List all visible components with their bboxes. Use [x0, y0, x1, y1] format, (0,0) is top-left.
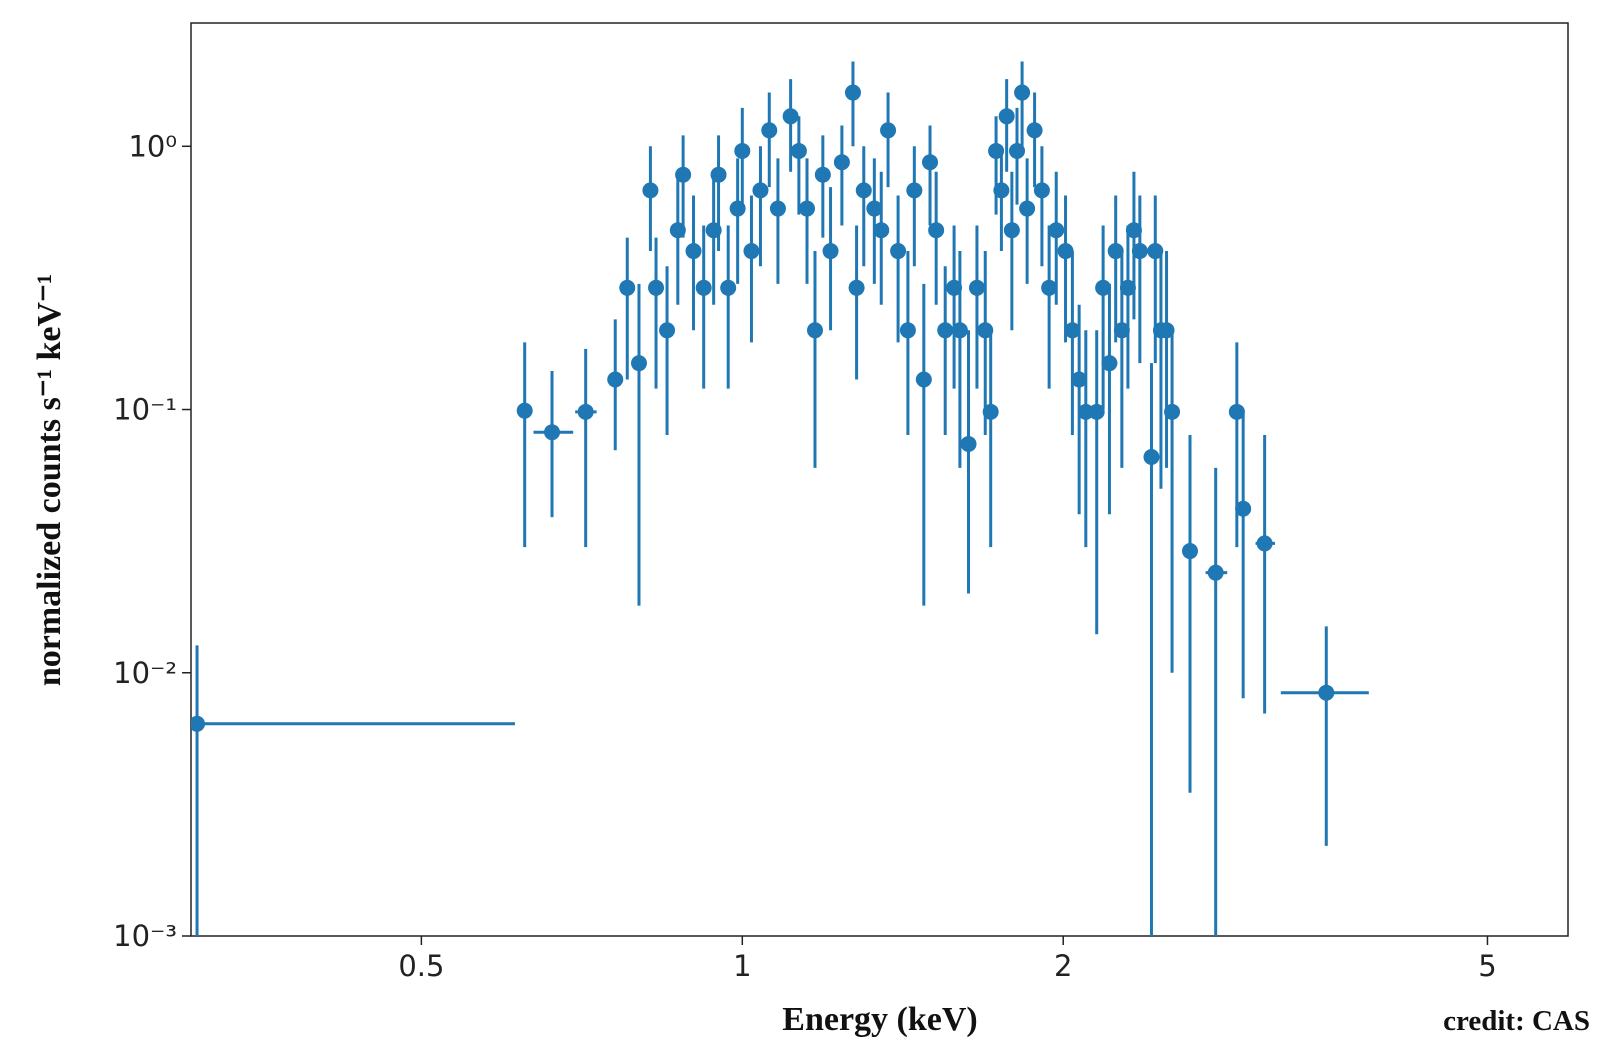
- y-tick-label: 10⁻¹: [113, 393, 177, 427]
- data-point: [1256, 535, 1273, 552]
- data-point: [630, 355, 647, 372]
- data-point: [799, 200, 816, 217]
- data-point: [769, 200, 786, 217]
- data-point: [1318, 684, 1335, 701]
- data-point: [1019, 200, 1036, 217]
- data-point: [648, 279, 665, 296]
- data-point: [928, 222, 945, 239]
- data-point: [659, 322, 676, 339]
- data-point: [1119, 279, 1136, 296]
- data-point: [814, 166, 831, 183]
- data-point: [1033, 182, 1050, 199]
- data-point: [577, 403, 594, 420]
- data-point: [1143, 449, 1160, 466]
- data-point: [734, 142, 751, 159]
- data-point: [1048, 222, 1065, 239]
- data-point: [1057, 243, 1074, 260]
- data-point: [1164, 403, 1181, 420]
- data-point: [1125, 222, 1142, 239]
- data-point: [855, 182, 872, 199]
- data-point: [685, 243, 702, 260]
- data-point: [642, 182, 659, 199]
- data-point: [544, 424, 561, 441]
- data-point: [890, 243, 907, 260]
- data-point: [1107, 243, 1124, 260]
- data-point: [1014, 84, 1031, 101]
- data-point: [899, 322, 916, 339]
- data-point: [1158, 322, 1175, 339]
- data-point: [960, 435, 977, 452]
- data-point: [998, 108, 1015, 125]
- data-point: [806, 322, 823, 339]
- credit: credit: CAS: [1443, 1005, 1590, 1037]
- data-point: [1095, 279, 1112, 296]
- data-point: [1207, 564, 1224, 581]
- plot-frame: [190, 22, 1569, 937]
- data-point: [1228, 403, 1245, 420]
- x-axis-label: Energy (keV): [782, 1001, 977, 1038]
- data-layer: [191, 61, 1369, 936]
- data-point: [848, 279, 865, 296]
- x-tick-label: 0.5: [398, 949, 444, 983]
- x-tick-label: 2: [1054, 949, 1072, 983]
- data-point: [191, 715, 206, 732]
- data-point: [743, 243, 760, 260]
- data-point: [1101, 355, 1118, 372]
- data-point: [1064, 322, 1081, 339]
- data-point: [873, 222, 890, 239]
- data-point: [1131, 243, 1148, 260]
- data-point: [982, 403, 999, 420]
- data-point: [866, 200, 883, 217]
- data-point: [720, 279, 737, 296]
- data-point: [790, 142, 807, 159]
- data-point: [1071, 371, 1088, 388]
- data-point: [752, 182, 769, 199]
- data-point: [782, 108, 799, 125]
- data-point: [607, 371, 624, 388]
- x-tick-label: 1: [733, 949, 751, 983]
- data-point: [1026, 122, 1043, 139]
- data-point: [844, 84, 861, 101]
- data-point: [822, 243, 839, 260]
- data-point: [951, 322, 968, 339]
- data-point: [1235, 500, 1252, 517]
- y-axis-label: normalized counts s⁻¹ keV⁻¹: [31, 274, 68, 686]
- data-point: [937, 322, 954, 339]
- data-point: [1041, 279, 1058, 296]
- data-point: [833, 154, 850, 171]
- data-point: [993, 182, 1010, 199]
- x-tick-label: 5: [1478, 949, 1496, 983]
- y-tick-label: 10⁰: [128, 129, 177, 163]
- data-point: [1182, 543, 1199, 560]
- data-point: [968, 279, 985, 296]
- data-point: [880, 122, 897, 139]
- data-point: [675, 166, 692, 183]
- data-point: [619, 279, 636, 296]
- data-point: [1113, 322, 1130, 339]
- data-point: [906, 182, 923, 199]
- data-point: [1088, 403, 1105, 420]
- data-point: [1147, 243, 1164, 260]
- data-point: [761, 122, 778, 139]
- data-point: [1003, 222, 1020, 239]
- data-point: [922, 154, 939, 171]
- y-tick-label: 10⁻²: [113, 656, 177, 690]
- data-point: [915, 371, 932, 388]
- y-tick-label: 10⁻³: [113, 919, 177, 953]
- data-point: [695, 279, 712, 296]
- data-point: [516, 402, 533, 419]
- data-point: [1009, 142, 1026, 159]
- data-point: [710, 166, 727, 183]
- data-point: [946, 279, 963, 296]
